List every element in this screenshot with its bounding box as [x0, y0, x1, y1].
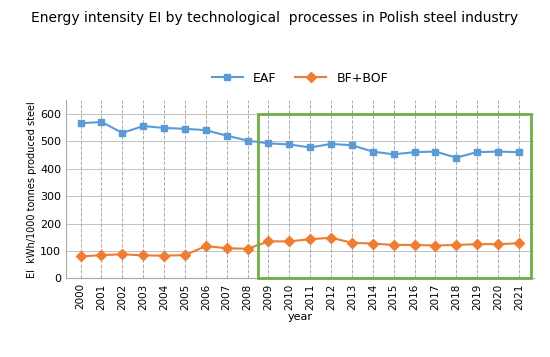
- BF+BOF: [140, 253, 146, 257]
- BF+BOF: [161, 253, 167, 258]
- BF+BOF: [244, 247, 251, 251]
- EAF: [223, 134, 230, 138]
- BF+BOF: [474, 242, 481, 246]
- Legend: EAF, BF+BOF: EAF, BF+BOF: [206, 67, 393, 90]
- EAF: [453, 156, 460, 160]
- EAF: [140, 124, 146, 128]
- BF+BOF: [182, 253, 188, 257]
- EAF: [265, 141, 272, 146]
- EAF: [202, 128, 209, 132]
- BF+BOF: [390, 243, 397, 247]
- EAF: [286, 142, 293, 147]
- EAF: [161, 126, 167, 130]
- EAF: [182, 127, 188, 131]
- EAF: [370, 150, 376, 154]
- EAF: [349, 143, 355, 147]
- BF+BOF: [307, 237, 314, 241]
- BF+BOF: [286, 239, 293, 243]
- BF+BOF: [78, 254, 84, 258]
- Bar: [258, 114, 531, 278]
- X-axis label: year: year: [287, 312, 312, 322]
- EAF: [78, 121, 84, 125]
- Line: BF+BOF: BF+BOF: [77, 234, 522, 260]
- EAF: [328, 142, 334, 146]
- EAF: [474, 150, 481, 154]
- BF+BOF: [370, 241, 376, 246]
- EAF: [307, 145, 314, 150]
- EAF: [390, 152, 397, 156]
- BF+BOF: [494, 242, 501, 246]
- EAF: [411, 150, 418, 154]
- EAF: [432, 150, 439, 154]
- BF+BOF: [119, 252, 125, 256]
- BF+BOF: [202, 244, 209, 248]
- Text: Energy intensity EI by technological  processes in Polish steel industry: Energy intensity EI by technological pro…: [31, 11, 519, 25]
- BF+BOF: [453, 243, 460, 247]
- BF+BOF: [432, 243, 439, 248]
- BF+BOF: [328, 236, 334, 240]
- EAF: [494, 150, 501, 154]
- Line: EAF: EAF: [78, 119, 522, 161]
- BF+BOF: [265, 239, 272, 243]
- BF+BOF: [349, 241, 355, 245]
- BF+BOF: [515, 241, 522, 246]
- Y-axis label: EI  kWh/1000 tonnes produced steel: EI kWh/1000 tonnes produced steel: [28, 101, 37, 278]
- EAF: [515, 150, 522, 154]
- EAF: [244, 139, 251, 143]
- EAF: [119, 131, 125, 135]
- EAF: [98, 120, 105, 124]
- BF+BOF: [223, 246, 230, 250]
- BF+BOF: [98, 253, 105, 257]
- BF+BOF: [411, 243, 418, 247]
